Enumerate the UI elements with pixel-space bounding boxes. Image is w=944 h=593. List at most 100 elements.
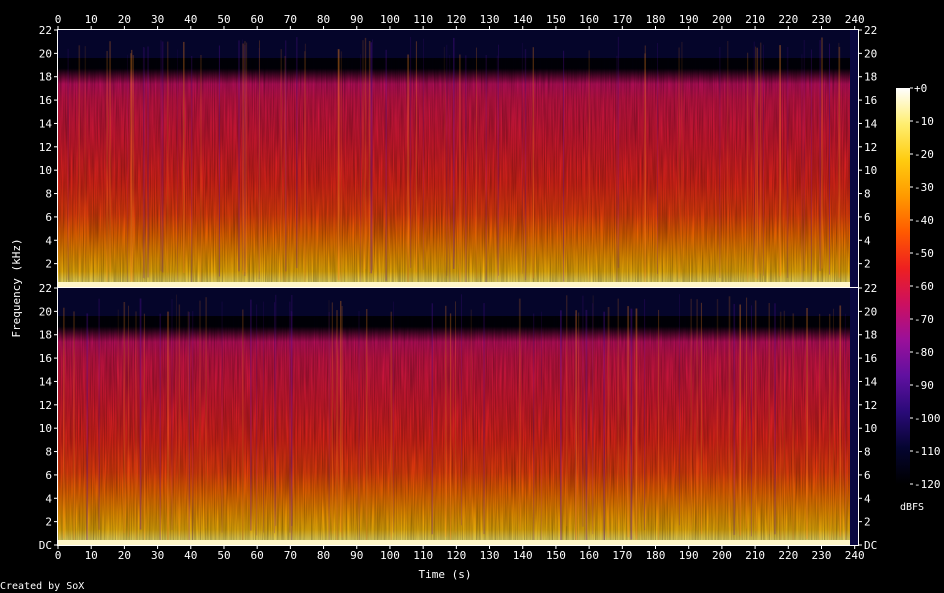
- transient-streak: [630, 308, 633, 540]
- transient-streak: [768, 303, 770, 534]
- x-tick-label-top: 180: [646, 13, 666, 26]
- colorbar-tick-label: -20: [914, 148, 934, 161]
- channel-1-spectrogram: [57, 29, 859, 288]
- transient-streak: [284, 56, 286, 287]
- colorbar: +0 -10 -20 -30 -40 -50 -60 -70 -80 -90 -100 -110 -12…: [896, 82, 941, 491]
- transient-streak: [739, 304, 741, 536]
- transient-streak: [833, 308, 834, 540]
- x-axis-label: Time (s): [419, 568, 472, 581]
- x-tick-label-bottom: 200: [712, 549, 732, 562]
- transient-streak: [779, 45, 781, 277]
- transient-streak: [372, 39, 373, 271]
- transient-streak: [135, 311, 137, 543]
- x-tick-label-bottom: 60: [251, 549, 264, 562]
- y-tick-label-right: 8: [864, 446, 871, 459]
- transient-streak: [338, 49, 340, 281]
- transient-streak: [733, 303, 736, 535]
- transient-streak: [644, 53, 646, 285]
- transient-streak: [256, 304, 258, 536]
- colorbar-tick-label: -120: [914, 478, 941, 491]
- transient-streak: [336, 310, 338, 542]
- transient-streak: [171, 299, 173, 530]
- y-tick-label-left: 18: [39, 329, 52, 342]
- y-tick-label-left: 8: [45, 188, 52, 201]
- x-tick-label-bottom: 30: [151, 549, 164, 562]
- y-tick-label-right: 18: [864, 71, 877, 84]
- y-tick-label-right: 16: [864, 352, 877, 365]
- x-tick-label-top: 20: [118, 13, 131, 26]
- transient-streak: [747, 52, 749, 284]
- colorbar-label: dBFS: [900, 502, 924, 513]
- transient-streak: [498, 44, 499, 276]
- transient-streak: [679, 294, 680, 526]
- y-axis-label: Frequency (kHz): [10, 238, 23, 337]
- transient-streak: [218, 45, 220, 277]
- spectrogram-texture: [58, 316, 850, 545]
- transient-streak: [470, 309, 472, 541]
- transient-streak: [274, 302, 275, 534]
- y-tick-label-left: 18: [39, 71, 52, 84]
- y-tick-label-right: DC: [864, 539, 877, 552]
- transient-streak: [289, 301, 291, 533]
- x-tick-label-bottom: 120: [446, 549, 466, 562]
- transient-streak: [131, 49, 133, 281]
- x-tick-label-top: 30: [151, 13, 164, 26]
- transient-streak: [423, 38, 424, 270]
- transient-streak: [681, 41, 683, 273]
- y-tick-label-right: 2: [864, 516, 871, 529]
- transient-streak: [801, 54, 803, 286]
- transient-streak: [465, 55, 467, 287]
- transient-streak: [304, 43, 306, 275]
- transient-streak: [582, 295, 584, 527]
- x-tick-label-top: 170: [612, 13, 632, 26]
- x-tick-label-top: 230: [812, 13, 832, 26]
- x-tick-label-bottom: 0: [55, 549, 62, 562]
- transient-streak: [616, 55, 618, 287]
- transient-streak: [86, 313, 89, 545]
- x-tick-label-top: 70: [284, 13, 297, 26]
- transient-streak: [106, 50, 108, 282]
- transient-streak: [291, 295, 293, 526]
- transient-streak: [578, 312, 580, 544]
- transient-streak: [786, 47, 789, 278]
- sox-credit: Created by SoX: [0, 581, 84, 592]
- y-tick-label-left: 12: [39, 399, 52, 412]
- transient-streak: [532, 47, 534, 279]
- transient-streak: [331, 302, 333, 534]
- transient-streak: [716, 299, 719, 531]
- x-tick-label-top: 80: [317, 13, 330, 26]
- x-tick-label-bottom: 210: [745, 549, 765, 562]
- x-tick-label-bottom: 180: [646, 549, 666, 562]
- transient-streak: [829, 43, 830, 275]
- transient-streak: [246, 42, 248, 274]
- y-tick-label-left: 2: [45, 258, 52, 271]
- x-tick-label-bottom: 20: [118, 549, 131, 562]
- transient-streak: [360, 54, 362, 286]
- colorbar-tick-label: -110: [914, 445, 941, 458]
- transient-streak: [728, 296, 731, 528]
- transient-streak: [117, 309, 119, 541]
- transient-streak: [755, 46, 757, 278]
- transient-streak: [445, 305, 447, 537]
- y-tick-label-left: 20: [39, 305, 52, 318]
- x-tick-label-top: 40: [184, 13, 197, 26]
- y-tick-label-left: 8: [45, 446, 52, 459]
- y-tick-label-left: 10: [39, 422, 52, 435]
- transient-streak: [763, 44, 764, 276]
- x-tick-label-bottom: 230: [812, 549, 832, 562]
- transient-streak: [592, 295, 594, 527]
- colorbar-gradient: [896, 88, 910, 484]
- y-tick-label-right: 16: [864, 94, 877, 107]
- transient-streak: [657, 43, 658, 274]
- y-tick-label-right: 20: [864, 305, 877, 318]
- transient-streak: [242, 43, 244, 275]
- y-tick-label-left: 14: [39, 375, 53, 388]
- transient-streak: [819, 313, 821, 545]
- transient-streak: [443, 46, 445, 278]
- x-tick-label-bottom: 160: [579, 549, 599, 562]
- y-tick-label-right: 18: [864, 329, 877, 342]
- transient-streak: [167, 311, 169, 543]
- transient-streak: [617, 36, 620, 268]
- transient-streak: [575, 313, 576, 545]
- y-tick-label-left: 22: [39, 282, 52, 295]
